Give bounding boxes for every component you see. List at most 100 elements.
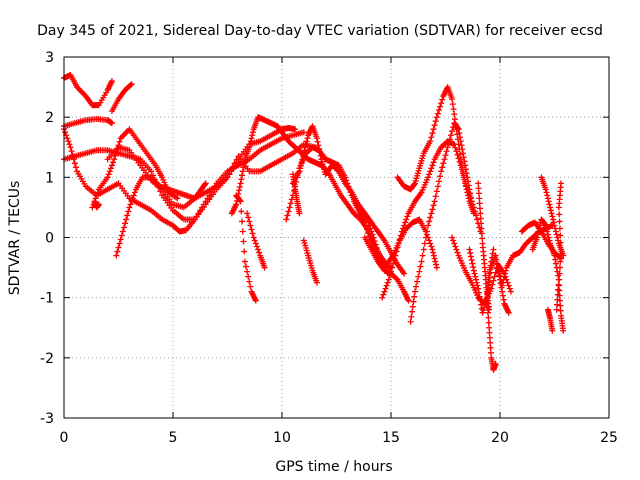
data-point	[487, 349, 494, 356]
data-point	[556, 287, 563, 294]
data-point	[394, 244, 401, 251]
data-point	[459, 150, 466, 157]
data-point	[399, 225, 406, 232]
data-point	[437, 103, 444, 110]
data-point	[313, 279, 320, 286]
series-track-31	[475, 180, 493, 313]
data-point	[430, 249, 437, 256]
data-point	[467, 250, 474, 257]
data-point	[446, 136, 453, 143]
series-track-9	[233, 192, 259, 304]
data-point	[439, 96, 446, 103]
data-point	[443, 148, 450, 155]
series-track-28	[544, 306, 556, 334]
data-point	[70, 156, 77, 163]
data-point	[547, 207, 554, 214]
data-point	[334, 167, 341, 174]
data-point	[345, 183, 352, 190]
data-point	[499, 282, 506, 289]
data-point	[398, 228, 405, 235]
data-point	[128, 198, 135, 205]
data-point	[502, 270, 509, 277]
data-point	[426, 237, 433, 244]
data-point	[384, 279, 391, 286]
data-point	[124, 212, 131, 219]
series-track-30	[289, 171, 303, 217]
data-point	[505, 309, 512, 316]
data-point	[288, 196, 295, 203]
data-point	[401, 222, 408, 229]
data-point	[485, 314, 492, 321]
data-point	[493, 256, 500, 263]
data-point	[553, 306, 560, 313]
data-point	[224, 174, 231, 181]
data-point	[465, 178, 472, 185]
data-point	[507, 288, 514, 295]
data-point	[478, 230, 485, 237]
data-point	[300, 129, 307, 136]
data-point	[431, 198, 438, 205]
data-point	[505, 282, 512, 289]
data-point	[244, 268, 251, 275]
data-point	[465, 182, 472, 189]
data-point	[241, 258, 248, 265]
data-point	[458, 142, 465, 149]
data-point	[440, 160, 447, 167]
data-point	[432, 258, 439, 265]
data-point	[549, 327, 556, 334]
data-point	[233, 197, 240, 204]
data-point	[381, 288, 388, 295]
data-point	[314, 138, 321, 145]
data-point	[469, 260, 476, 267]
data-point	[450, 237, 457, 244]
data-point	[368, 228, 375, 235]
data-point	[550, 219, 557, 226]
data-point	[475, 180, 482, 187]
data-point	[401, 270, 408, 277]
data-point	[240, 238, 247, 245]
data-point	[418, 258, 425, 265]
data-point	[546, 201, 553, 208]
data-point	[65, 138, 72, 145]
data-point	[467, 190, 474, 197]
data-point	[246, 278, 253, 285]
data-point	[239, 172, 246, 179]
data-point	[429, 206, 436, 213]
data-point	[373, 245, 380, 252]
data-point	[536, 222, 543, 229]
data-marks	[61, 72, 567, 373]
data-point	[235, 190, 242, 197]
data-point	[415, 273, 422, 280]
data-point	[416, 268, 423, 275]
data-point	[233, 201, 240, 208]
data-point	[461, 158, 468, 165]
data-point	[467, 253, 474, 260]
series-track-11	[228, 114, 390, 268]
data-point	[552, 256, 559, 263]
data-point	[472, 273, 479, 280]
data-point	[486, 279, 493, 286]
data-point	[496, 270, 503, 277]
data-point	[365, 219, 372, 226]
data-point	[122, 220, 129, 227]
data-point	[92, 195, 99, 202]
data-point	[473, 276, 480, 283]
data-point	[428, 165, 435, 172]
data-point	[474, 216, 481, 223]
series-track-2	[108, 81, 135, 115]
series-track-3	[61, 115, 115, 130]
data-point	[501, 273, 508, 280]
data-point	[245, 214, 252, 221]
data-point	[492, 360, 499, 367]
x-tick-label: 25	[600, 430, 618, 446]
series-track-23	[494, 222, 556, 289]
data-point	[364, 226, 371, 233]
data-point	[256, 249, 263, 256]
data-point	[411, 288, 418, 295]
data-point	[201, 181, 208, 188]
data-point	[455, 126, 462, 133]
data-point	[495, 267, 502, 274]
data-point	[249, 132, 256, 139]
data-point	[248, 135, 255, 142]
data-point	[127, 201, 134, 208]
